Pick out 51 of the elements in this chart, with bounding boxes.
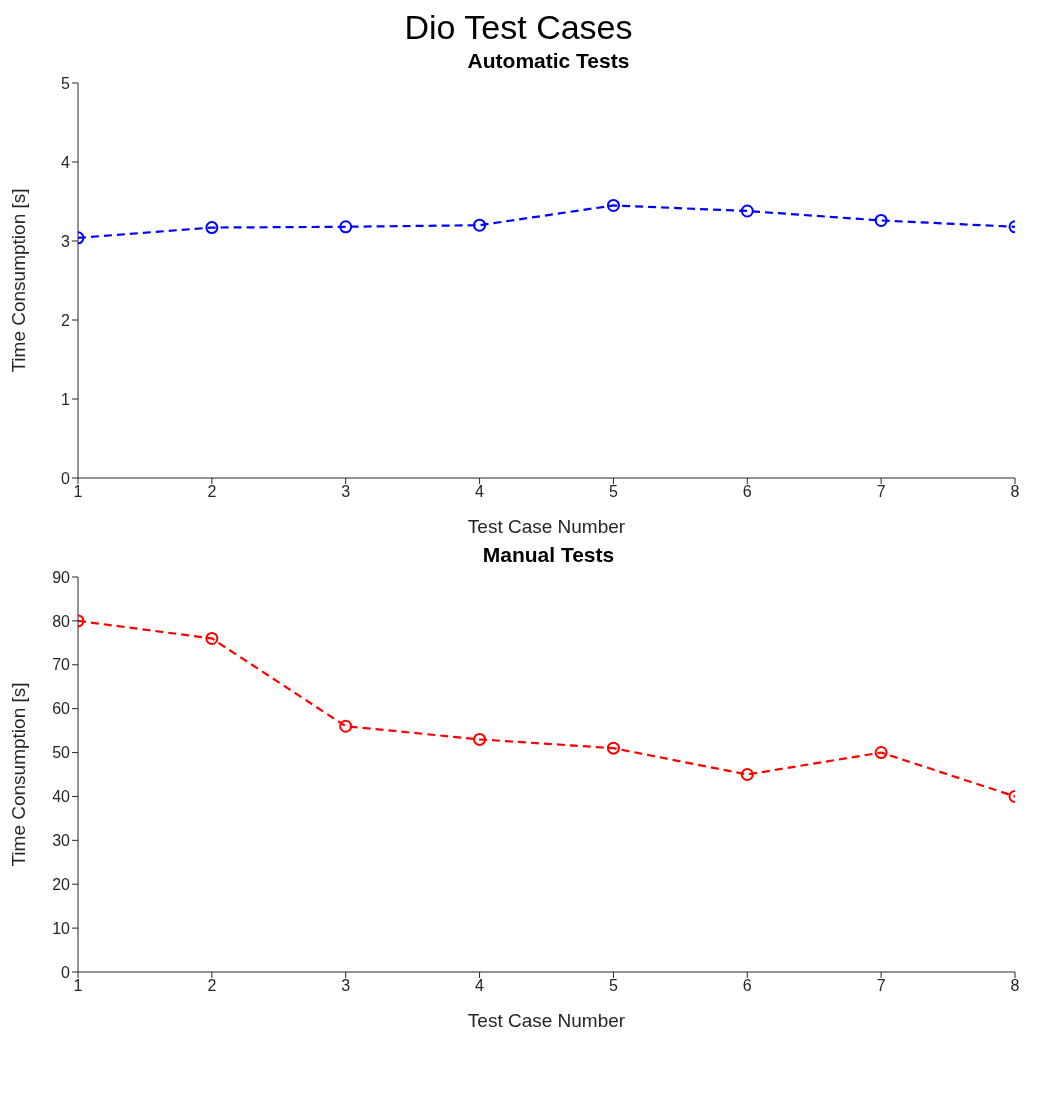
point [606, 198, 620, 212]
point [874, 213, 888, 227]
point [874, 746, 888, 760]
point [205, 631, 219, 645]
x-tick-label: 4 [475, 483, 485, 501]
x-tick-label: 7 [876, 977, 886, 995]
y-tick-label: 90 [52, 568, 71, 586]
x-tick-label: 8 [1010, 977, 1020, 995]
x-tick-label: 5 [608, 977, 618, 995]
point [740, 768, 754, 781]
y-tick-label: 60 [52, 700, 71, 718]
y-tick-label: 1 [61, 390, 71, 408]
y-tick-label: 3 [61, 232, 71, 250]
text: Dio Test Cases [403, 8, 634, 47]
y-tick-label: 0 [61, 469, 71, 487]
y-tick-label: 5 [61, 74, 71, 92]
y-tick-label: 40 [52, 788, 71, 806]
point [339, 719, 353, 733]
y-axis-title: Time Consumption [s] [7, 682, 29, 867]
y-tick-label: 50 [52, 744, 71, 762]
point [740, 204, 754, 218]
x-tick-label: 3 [341, 483, 351, 501]
x-tick-label: 3 [341, 977, 351, 995]
x-tick-label: 1 [73, 977, 83, 995]
y-tick-label: 70 [52, 656, 71, 674]
y-axis-title: Time Consumption [s] [7, 188, 29, 373]
x-tick-label: 2 [207, 977, 217, 995]
point [205, 221, 219, 235]
x-tick-label: 4 [475, 977, 485, 995]
x-tick-label: 6 [742, 977, 752, 995]
y-tick-label: 0 [61, 963, 71, 981]
chart-title: Manual Tests [481, 543, 616, 567]
point [473, 732, 487, 746]
x-tick-label: 6 [742, 483, 752, 501]
y-tick-label: 10 [52, 919, 71, 937]
x-tick-label: 1 [73, 483, 83, 501]
x-axis-title: Test Case Number [467, 1010, 626, 1031]
chart-title: Automatic Tests [466, 49, 631, 73]
y-tick-label: 80 [52, 612, 71, 630]
x-tick-label: 2 [207, 483, 217, 501]
y-tick-label: 4 [61, 153, 71, 171]
x-tick-label: 7 [876, 483, 886, 501]
point [606, 741, 620, 755]
y-tick-label: 2 [61, 311, 71, 329]
x-axis-title: Test Case Number [467, 516, 626, 537]
point [339, 220, 353, 234]
point [473, 218, 487, 232]
x-tick-label: 8 [1010, 483, 1020, 501]
x-tick-label: 5 [608, 483, 618, 501]
y-tick-label: 20 [52, 875, 71, 893]
y-tick-label: 30 [52, 832, 71, 850]
